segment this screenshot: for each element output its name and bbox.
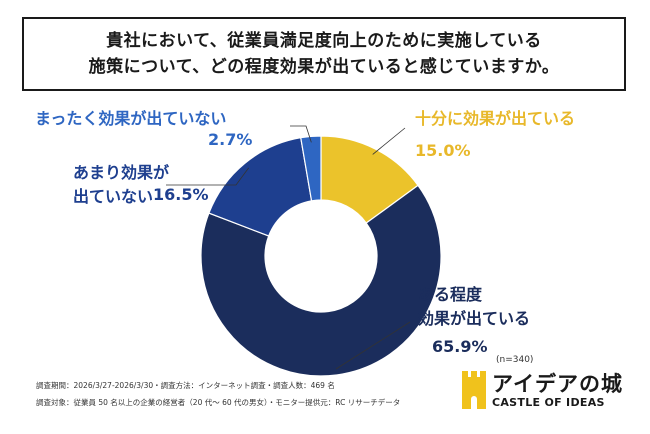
leader-line-3 bbox=[290, 125, 312, 143]
slice-value-0: 15.0% bbox=[415, 141, 471, 160]
slice-label-3: まったく効果が出ていない 2.7% bbox=[35, 109, 312, 149]
logo-english-text: CASTLE OF IDEAS bbox=[492, 395, 605, 409]
title-line-2: 施策について、どの程度効果が出ていると感じていますか。 bbox=[88, 57, 560, 77]
slice-label-text-1-0: ある程度 bbox=[418, 285, 483, 304]
donut-slice-3 bbox=[300, 135, 322, 202]
castle-icon bbox=[462, 371, 486, 409]
slice-value-1: 65.9% bbox=[432, 337, 488, 356]
slice-value-3: 2.7% bbox=[208, 130, 252, 149]
survey-period-note: 調査期間：2026/3/27-2026/3/30・調査方法：インターネット調査・… bbox=[36, 381, 335, 390]
slice-label-0: 十分に効果が出ている 15.0% bbox=[372, 109, 575, 160]
slice-value-2: 16.5% bbox=[153, 185, 209, 204]
leader-line-0 bbox=[372, 127, 406, 155]
logo-japanese-text: アイデアの城 bbox=[492, 371, 623, 396]
survey-target-note: 調査対象：従業員 50 名以上の企業の経営者（20 代～ 60 代の男女）・モニ… bbox=[36, 398, 401, 407]
question-title-box: 貴社において、従業員満足度向上のために実施している 施策について、どの程度効果が… bbox=[22, 17, 626, 91]
slice-label-text-2-1: 出ていない bbox=[73, 187, 153, 206]
slice-label-text-2-0: あまり効果が bbox=[73, 163, 169, 182]
leader-line-1 bbox=[335, 321, 411, 370]
castle-of-ideas-logo: アイデアの城 CASTLE OF IDEAS bbox=[462, 371, 623, 409]
slice-label-text-3-0: まったく効果が出ていない bbox=[35, 109, 226, 128]
leader-line-2 bbox=[166, 167, 249, 186]
title-line-1: 貴社において、従業員満足度向上のために実施している bbox=[106, 31, 542, 51]
sample-size-label: (n=340) bbox=[496, 355, 534, 365]
slice-label-text-0-0: 十分に効果が出ている bbox=[415, 109, 575, 128]
slice-label-text-1-1: 効果が出ている bbox=[418, 309, 530, 328]
donut-slice-1 bbox=[200, 184, 442, 377]
